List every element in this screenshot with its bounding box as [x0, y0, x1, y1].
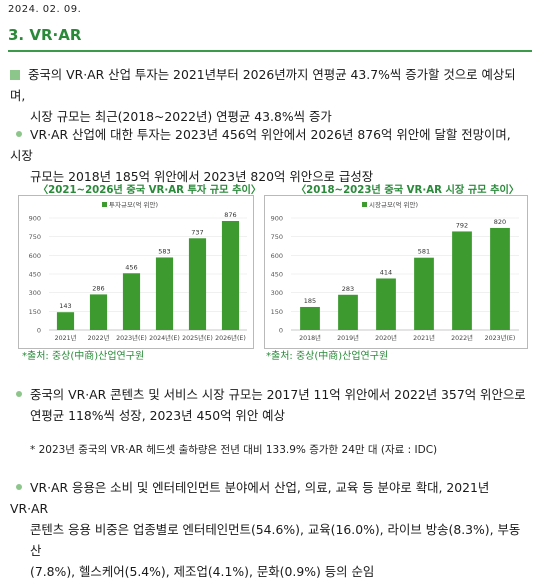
bullet-2-line-1: 중국의 VR·AR 콘텐츠 및 서비스 시장 규모는 2017년 11억 위안에… [30, 387, 526, 402]
bullet-investment: VR·AR 산업에 대한 투자는 2023년 456억 위안에서 2026년 8… [10, 124, 526, 187]
summary-line-2: 시장 규모는 최근(2018~2022년) 연평균 43.8%씩 증가 [30, 109, 332, 124]
legend-label: 투자규모(억 위안) [109, 200, 158, 209]
x-tick-label: 2022년 [88, 333, 110, 342]
bullet-1-line-2: 규모는 2018년 185억 위안에서 2023년 820억 위안으로 급성장 [30, 169, 374, 184]
data-label: 286 [92, 284, 104, 292]
bar [452, 231, 472, 330]
data-label: 876 [224, 211, 236, 219]
y-tick-label: 0 [37, 327, 41, 335]
left-chart-box: 투자규모(억 위안) 0 150 300 450 600 750 900 143 2021년 286… [18, 195, 254, 349]
bar [155, 257, 174, 330]
right-market-chart: 시장규모(억 위안) 0 150 300 450 600 750 900 185 2018년 283… [271, 200, 519, 342]
bullet-2-line-2: 연평균 118%씩 성장, 2023년 450억 위안 예상 [30, 408, 285, 423]
data-label: 581 [418, 248, 430, 256]
report-date: 2024. 02. 09. [8, 4, 82, 15]
y-tick-label: 450 [29, 271, 41, 279]
bullet-1-line-1: VR·AR 산업에 대한 투자는 2023년 456억 위안에서 2026년 8… [10, 127, 511, 163]
x-tick-label: 2022년 [451, 333, 473, 342]
y-tick-label: 0 [279, 327, 283, 335]
x-tick-label: 2023년(E) [485, 333, 516, 342]
data-label: 737 [191, 228, 203, 236]
legend-swatch [102, 202, 107, 207]
bullet-dot-icon [16, 484, 22, 490]
x-tick-label: 2024년(E) [149, 333, 180, 342]
y-tick-label: 300 [29, 289, 41, 297]
y-tick-label: 150 [29, 308, 41, 316]
x-tick-label: 2021년 [413, 333, 435, 342]
bar [221, 220, 240, 330]
bullet-3-line-2: 콘텐츠 응용 비중은 업종별로 엔터테인먼트(54.6%), 교육(16.0%)… [30, 522, 521, 558]
y-tick-label: 600 [271, 252, 283, 260]
y-tick-label: 900 [29, 215, 41, 223]
bar [56, 312, 75, 330]
right-chart-source: *출처: 중상(中商)산업연구원 [266, 351, 389, 362]
x-tick-label: 2021년 [55, 333, 77, 342]
x-tick-label: 2020년 [375, 333, 397, 342]
x-tick-label: 2023년(E) [116, 333, 147, 342]
chart-legend: 시장규모(억 위안) [362, 200, 418, 209]
bar [188, 238, 207, 330]
y-tick-label: 150 [271, 308, 283, 316]
data-label: 456 [125, 263, 137, 271]
data-label: 792 [456, 221, 468, 229]
bullet-dot-icon [16, 391, 22, 397]
right-chart-title: 〈2018~2023년 중국 VR·AR 시장 규모 추이〉 [296, 185, 520, 196]
left-chart-title: 〈2021~2026년 중국 VR·AR 투자 규모 추이〉 [38, 185, 262, 196]
data-label: 143 [59, 302, 71, 310]
data-label: 583 [158, 247, 170, 255]
y-tick-label: 450 [271, 271, 283, 279]
bar [414, 257, 434, 330]
y-tick-label: 750 [29, 233, 41, 241]
data-label: 414 [380, 268, 392, 276]
square-bullet-icon [10, 70, 20, 80]
left-chart-source: *출처: 중상(中商)산업연구원 [22, 351, 145, 362]
summary-line-1: 중국의 VR·AR 산업 투자는 2021년부터 2026년까지 연평균 43.… [10, 67, 516, 103]
data-label: 283 [342, 285, 354, 293]
y-tick-label: 900 [271, 215, 283, 223]
y-tick-label: 300 [271, 289, 283, 297]
y-tick-label: 750 [271, 233, 283, 241]
bullet-3-line-3: (7.8%), 헬스케어(5.4%), 제조업(4.1%), 문화(0.9%) … [30, 564, 375, 579]
section-divider [8, 50, 532, 52]
legend-label: 시장규모(억 위안) [369, 200, 418, 209]
bar [490, 227, 510, 330]
bar [89, 294, 108, 330]
x-tick-label: 2019년 [337, 333, 359, 342]
right-chart-box: 시장규모(억 위안) 0 150 300 450 600 750 900 185 2018년 283… [264, 195, 528, 349]
left-investment-chart: 투자규모(억 위안) 0 150 300 450 600 750 900 143 2021년 286… [29, 200, 247, 342]
summary-block: 중국의 VR·AR 산업 투자는 2021년부터 2026년까지 연평균 43.… [10, 64, 526, 127]
bullet-applications: VR·AR 응용은 소비 및 엔터테인먼트 분야에서 산업, 의료, 교육 등 … [10, 477, 526, 582]
bar [300, 306, 320, 330]
bar [122, 273, 141, 330]
bar [376, 278, 396, 330]
section-title: 3. VR·AR [8, 26, 82, 44]
x-tick-label: 2026년(E) [215, 333, 246, 342]
bullet-3-line-1: VR·AR 응용은 소비 및 엔터테인먼트 분야에서 산업, 의료, 교육 등 … [10, 480, 490, 516]
data-label: 820 [494, 218, 506, 226]
x-tick-label: 2025년(E) [182, 333, 213, 342]
legend-swatch [362, 202, 367, 207]
bar [338, 294, 358, 330]
bullet-dot-icon [16, 131, 22, 137]
data-label: 185 [304, 297, 316, 305]
footnote: * 2023년 중국의 VR·AR 헤드셋 출하량은 전년 대비 133.9% … [30, 444, 438, 456]
chart-legend: 투자규모(억 위안) [102, 200, 158, 209]
bullet-content-market: 중국의 VR·AR 콘텐츠 및 서비스 시장 규모는 2017년 11억 위안에… [10, 384, 526, 426]
y-tick-label: 600 [29, 252, 41, 260]
x-tick-label: 2018년 [299, 333, 321, 342]
